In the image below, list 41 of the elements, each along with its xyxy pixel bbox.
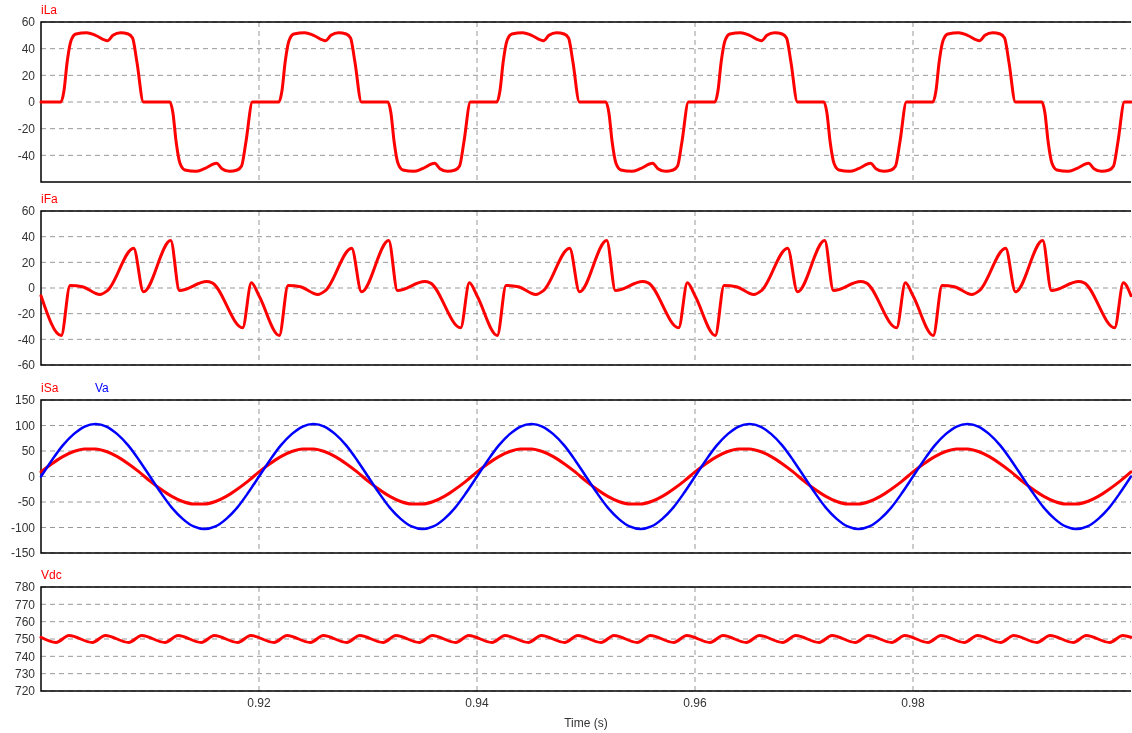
y-tick-label: 60 <box>21 15 36 30</box>
y-tick-label: 770 <box>14 597 36 612</box>
text: iLa <box>41 3 58 17</box>
y-tick-label: 780 <box>14 580 36 595</box>
y-tick-label: -20 <box>17 121 36 136</box>
y-tick-label: 720 <box>14 684 36 699</box>
y-tick-label: 100 <box>14 418 36 433</box>
y-tick-label: 20 <box>21 68 36 83</box>
text: iFa <box>41 192 58 206</box>
text: Vdc <box>41 568 62 582</box>
x-tick-label: 0.94 <box>465 696 489 710</box>
x-tick-label: 0.96 <box>683 696 707 710</box>
y-tick-label: 760 <box>14 614 36 629</box>
y-tick-label: -20 <box>17 306 36 321</box>
line-series <box>39 447 1132 506</box>
y-tick-label: 0 <box>28 95 36 110</box>
y-tick-label: 40 <box>21 41 36 56</box>
y-tick-label: -150 <box>10 546 36 561</box>
y-tick-label: 150 <box>14 393 36 408</box>
y-tick-label: 50 <box>21 444 36 459</box>
y-tick-label: 0 <box>28 281 36 296</box>
y-tick-label: -100 <box>10 520 36 535</box>
x-axis-title: Time (s) <box>564 716 608 730</box>
y-tick-label: -50 <box>17 495 36 510</box>
line-series <box>39 239 1132 337</box>
text: Va <box>95 381 110 395</box>
y-tick-label: -40 <box>17 148 36 163</box>
y-tick-label: 60 <box>21 204 36 219</box>
y-tick-label: -40 <box>17 332 36 347</box>
y-tick-label: 20 <box>21 255 36 270</box>
y-tick-label: 730 <box>14 666 36 681</box>
y-tick-label: 0 <box>28 469 36 484</box>
x-tick-label: 0.92 <box>247 696 271 710</box>
y-tick-label: 750 <box>14 632 36 647</box>
y-tick-label: 40 <box>21 229 36 244</box>
x-tick-label: 0.98 <box>901 696 925 710</box>
y-tick-label: -60 <box>17 358 36 373</box>
line-series <box>39 422 1132 531</box>
text: iSa <box>41 381 59 395</box>
line-series <box>39 31 1132 173</box>
y-tick-label: 740 <box>14 649 36 664</box>
